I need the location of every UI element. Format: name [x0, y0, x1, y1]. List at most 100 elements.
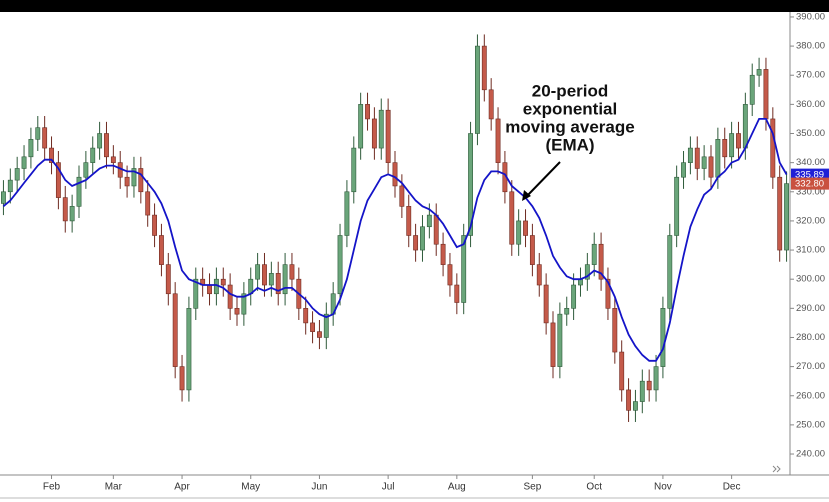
- candle-body: [207, 284, 212, 295]
- candle-body: [275, 273, 281, 295]
- candle-body: [76, 176, 82, 207]
- x-tick-label: Jul: [382, 482, 395, 493]
- annotation-line: exponential: [523, 99, 617, 118]
- top-bar: [0, 0, 829, 12]
- price-badge: [791, 168, 829, 181]
- candle-body: [124, 176, 130, 187]
- candle-body: [736, 133, 741, 149]
- x-tick-label: Aug: [448, 482, 466, 493]
- candle-body: [317, 331, 322, 338]
- candle-body: [633, 401, 638, 411]
- candle-body: [365, 104, 370, 120]
- candle-body: [55, 162, 61, 198]
- candle-body: [159, 235, 164, 265]
- candle-body: [653, 366, 659, 391]
- candle-body: [7, 179, 13, 193]
- price-badge-label: 332.80: [795, 179, 824, 190]
- candle-body: [110, 156, 116, 163]
- y-tick-label: 390.00: [796, 11, 825, 22]
- candle-body: [1, 191, 6, 204]
- candle-body: [289, 264, 295, 280]
- candle-body: [612, 308, 618, 353]
- candle-body: [62, 197, 68, 222]
- candle-body: [681, 162, 686, 178]
- candle-body: [550, 322, 556, 367]
- scroll-icon[interactable]: [772, 465, 781, 473]
- candle-body: [742, 104, 748, 149]
- y-tick-label: 360.00: [796, 99, 825, 110]
- x-tick-label: Nov: [654, 482, 672, 493]
- candle-body: [619, 351, 625, 391]
- candle-body: [708, 156, 714, 178]
- y-tick-label: 270.00: [796, 361, 825, 372]
- candle-body: [529, 235, 535, 265]
- candle-body: [193, 278, 199, 309]
- candle-body: [28, 139, 34, 158]
- candle-body: [104, 133, 109, 158]
- candle-body: [268, 273, 274, 286]
- ema-line: [2, 118, 788, 362]
- y-tick-label: 280.00: [796, 332, 825, 343]
- candle-body: [777, 176, 783, 251]
- candle-body: [660, 308, 666, 367]
- candle-body: [454, 284, 460, 303]
- candle-body: [571, 284, 577, 309]
- y-tick-label: 260.00: [796, 390, 825, 401]
- candle-body: [241, 293, 247, 315]
- candle-body: [406, 206, 412, 236]
- candle-body: [152, 214, 157, 236]
- candle-body: [220, 278, 226, 286]
- candle-body: [83, 162, 89, 178]
- candle-body: [165, 264, 171, 295]
- candle-body: [536, 264, 542, 286]
- candle-body: [262, 264, 267, 286]
- price-badge-label: 335.89: [795, 170, 824, 181]
- candle-body: [131, 168, 137, 187]
- candle-body: [722, 139, 728, 158]
- price-badge: [791, 177, 829, 190]
- candle-body: [701, 156, 707, 169]
- y-tick-label: 300.00: [796, 274, 825, 285]
- arrow-head: [522, 190, 531, 201]
- candle-body: [413, 235, 419, 251]
- candle-body: [584, 264, 590, 280]
- x-tick-label: Jun: [311, 482, 327, 493]
- candle-body: [282, 264, 288, 295]
- annotation-line: moving average: [505, 117, 634, 136]
- candle-body: [523, 220, 528, 236]
- y-tick-label: 240.00: [796, 449, 825, 460]
- candle-body: [21, 156, 27, 169]
- candle-body: [371, 118, 377, 149]
- candle-body: [509, 191, 515, 245]
- candle-body: [42, 127, 48, 149]
- candle-body: [605, 278, 611, 309]
- y-tick-label: 310.00: [796, 245, 825, 256]
- x-tick-label: Apr: [174, 482, 190, 493]
- candle-body: [90, 147, 96, 163]
- y-tick-label: 370.00: [796, 70, 825, 81]
- candle-body: [358, 104, 364, 149]
- candle-body: [488, 89, 494, 120]
- y-tick-label: 380.00: [796, 41, 825, 52]
- candle-body: [385, 109, 391, 163]
- y-tick-label: 290.00: [796, 303, 825, 314]
- candle-body: [516, 220, 522, 245]
- candle-body: [49, 147, 54, 163]
- candle-body: [145, 191, 151, 216]
- candle-body: [591, 243, 597, 265]
- candle-body: [626, 389, 631, 411]
- candle-body: [756, 69, 762, 76]
- candle-body: [392, 162, 398, 187]
- candle-body: [69, 206, 75, 222]
- candle-body: [763, 69, 769, 120]
- y-tick-label: 250.00: [796, 419, 825, 430]
- y-tick-label: 340.00: [796, 157, 825, 168]
- candle-body: [687, 147, 693, 163]
- candle-body: [475, 45, 480, 134]
- candle-body: [481, 45, 487, 91]
- candle-body: [344, 191, 350, 236]
- x-tick-label: Feb: [43, 482, 61, 493]
- candle-body: [729, 133, 735, 158]
- candle-body: [323, 313, 329, 338]
